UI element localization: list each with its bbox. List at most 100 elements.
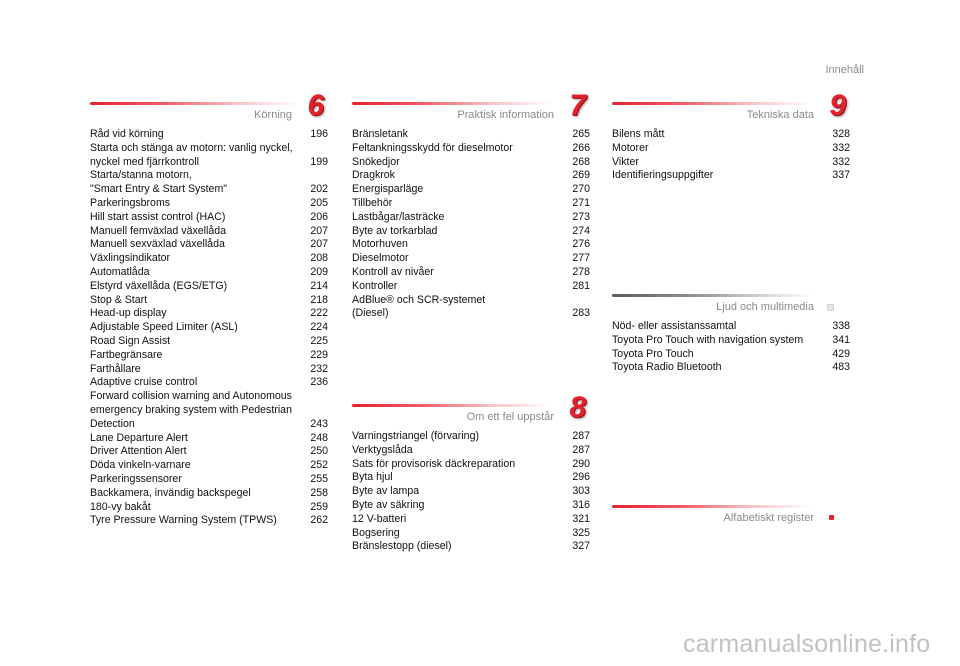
- toc-entry-label: Automatlåda: [90, 265, 150, 278]
- toc-entry-label: Vikter: [612, 155, 639, 168]
- toc-entry[interactable]: Byte av torkarblad 274: [352, 225, 590, 239]
- toc-entry[interactable]: Feltankningsskydd för dieselmotor 266: [352, 142, 590, 156]
- toc-entry-label: Starta och stänga av motorn: vanlig nyck…: [90, 141, 293, 168]
- toc-entry-label: 180-vy bakåt: [90, 500, 151, 513]
- toc-entry-page-number: 243: [310, 417, 328, 430]
- toc-entry[interactable]: Parkeringsbroms 205: [90, 197, 328, 211]
- toc-entry-label: Bränslestopp (diesel): [352, 540, 452, 553]
- toc-entry[interactable]: Energisparläge 270: [352, 183, 590, 197]
- toc-entry[interactable]: Stop & Start 218: [90, 294, 328, 308]
- section-fel: Om ett fel uppstår 8 Varningstriangel (f…: [352, 391, 590, 554]
- section-divider: [612, 505, 812, 508]
- toc-entry[interactable]: Dragkrok 269: [352, 169, 590, 183]
- toc-entry[interactable]: Växlingsindikator 208: [90, 252, 328, 266]
- section-title[interactable]: Tekniska data: [746, 109, 814, 121]
- toc-entry[interactable]: Byte av lampa 303: [352, 485, 590, 499]
- toc-entry[interactable]: Sats för provisorisk däckreparation 290: [352, 458, 590, 472]
- section-title[interactable]: Ljud och multimedia: [716, 301, 814, 313]
- toc-entry[interactable]: Parkeringssensorer 255: [90, 473, 328, 487]
- toc-entry-label: Feltankningsskydd för dieselmotor: [352, 141, 513, 154]
- toc-entry-label: AdBlue® och SCR-systemet (Diesel): [352, 293, 486, 320]
- toc-entry-label: Elstyrd växellåda (EGS/ETG): [90, 279, 228, 292]
- section-divider: [352, 404, 552, 407]
- toc-entry-page-number: 224: [310, 321, 328, 334]
- section-title[interactable]: Körning: [254, 109, 292, 121]
- toc-entry[interactable]: Hill start assist control (HAC) 206: [90, 211, 328, 225]
- toc-entry[interactable]: Vikter 332: [612, 156, 850, 170]
- section-header: Tekniska data 9: [612, 89, 850, 128]
- toc-entry-label: Dieselmotor: [352, 252, 409, 265]
- toc-entry-page-number: 229: [310, 348, 328, 361]
- toc-entry[interactable]: Kontroll av nivåer 278: [352, 266, 590, 280]
- toc-entry[interactable]: Toyota Radio Bluetooth 483: [612, 361, 850, 375]
- toc-entry-page-number: 316: [572, 498, 590, 511]
- toc-entry-label: Byte av torkarblad: [352, 224, 438, 237]
- toc-entry[interactable]: Driver Attention Alert 250: [90, 445, 328, 459]
- toc-entry[interactable]: Automatlåda 209: [90, 266, 328, 280]
- section-number-badge[interactable]: 6: [307, 89, 324, 122]
- toc-entry-page-number: 266: [572, 141, 590, 154]
- toc-entry-page-number: 199: [310, 155, 328, 168]
- toc-list: Varningstriangel (förvaring) 287 Verktygsl…: [352, 430, 590, 554]
- toc-entry[interactable]: Döda vinkeln-varnare 252: [90, 459, 328, 473]
- toc-entry[interactable]: Farthållare 232: [90, 363, 328, 377]
- toc-entry[interactable]: Kontroller 281: [352, 280, 590, 294]
- toc-entry[interactable]: Lastbågar/lasträcke 273: [352, 211, 590, 225]
- toc-entry-page-number: 232: [310, 362, 328, 375]
- toc-entry-page-number: 252: [310, 459, 328, 472]
- toc-entry-page-number: 483: [832, 361, 850, 374]
- toc-entry[interactable]: Forward collision warning and Autonomous…: [90, 390, 328, 431]
- toc-entry[interactable]: Manuell femväxlad växellåda 207: [90, 225, 328, 239]
- toc-entry[interactable]: Bränsletank 265: [352, 128, 590, 142]
- toc-entry[interactable]: Dieselmotor 277: [352, 252, 590, 266]
- toc-entry[interactable]: Elstyrd växellåda (EGS/ETG) 214: [90, 280, 328, 294]
- toc-entry[interactable]: 12 V-batteri 321: [352, 513, 590, 527]
- toc-entry[interactable]: Road Sign Assist 225: [90, 335, 328, 349]
- toc-entry[interactable]: Varningstriangel (förvaring) 287: [352, 430, 590, 444]
- toc-entry[interactable]: Toyota Pro Touch with navigation system 3…: [612, 334, 850, 348]
- toc-entry[interactable]: Toyota Pro Touch 429: [612, 348, 850, 362]
- section-number-badge[interactable]: 9: [829, 89, 846, 122]
- toc-entry[interactable]: Fartbegränsare 229: [90, 349, 328, 363]
- toc-entry[interactable]: Verktygslåda 287: [352, 444, 590, 458]
- toc-entry[interactable]: Identifieringsuppgifter 337: [612, 169, 850, 183]
- toc-entry[interactable]: Motorer 332: [612, 142, 850, 156]
- toc-list: Bränsletank 265 Feltankningsskydd för dies…: [352, 128, 590, 321]
- toc-entry[interactable]: Bogsering 325: [352, 527, 590, 541]
- toc-entry[interactable]: Tyre Pressure Warning System (TPWS) 262: [90, 514, 328, 528]
- toc-entry-label: Kontroller: [352, 279, 398, 292]
- toc-entry[interactable]: Råd vid körning 196: [90, 128, 328, 142]
- toc-entry[interactable]: Head-up display 222: [90, 307, 328, 321]
- toc-entry[interactable]: Adjustable Speed Limiter (ASL) 224: [90, 321, 328, 335]
- toc-entry-page-number: 205: [310, 196, 328, 209]
- toc-entry[interactable]: Bränslestopp (diesel) 327: [352, 540, 590, 554]
- section-title[interactable]: Alfabetiskt register: [723, 512, 814, 524]
- toc-entry-page-number: 248: [310, 431, 328, 444]
- toc-entry[interactable]: Manuell sexväxlad växellåda 207: [90, 238, 328, 252]
- toc-entry[interactable]: Byte av säkring 316: [352, 499, 590, 513]
- toc-entry[interactable]: Starta och stänga av motorn: vanlig nyck…: [90, 142, 328, 170]
- toc-entry-label: Parkeringssensorer: [90, 472, 182, 485]
- toc-entry-label: Tillbehör: [352, 196, 393, 209]
- toc-entry[interactable]: Snökedjor 268: [352, 156, 590, 170]
- toc-entry[interactable]: Motorhuven 276: [352, 238, 590, 252]
- toc-entry[interactable]: AdBlue® och SCR-systemet (Diesel) 283: [352, 294, 590, 322]
- toc-entry-page-number: 259: [310, 500, 328, 513]
- toc-entry-label: Fartbegränsare: [90, 348, 163, 361]
- section-title[interactable]: Om ett fel uppstår: [466, 411, 554, 423]
- toc-entry[interactable]: Bilens mått 328: [612, 128, 850, 142]
- section-number-badge[interactable]: 8: [569, 391, 586, 424]
- toc-entry[interactable]: Lane Departure Alert 248: [90, 432, 328, 446]
- toc-entry[interactable]: Backkamera, invändig backspegel 258: [90, 487, 328, 501]
- toc-entry[interactable]: Byta hjul 296: [352, 471, 590, 485]
- toc-entry[interactable]: Tillbehör 271: [352, 197, 590, 211]
- section-number-badge[interactable]: 7: [569, 89, 586, 122]
- toc-entry[interactable]: Starta/stanna motorn, "Smart Entry & Sta…: [90, 169, 328, 197]
- toc-entry[interactable]: Nöd- eller assistanssamtal 338: [612, 320, 850, 334]
- toc-entry[interactable]: Adaptive cruise control 236: [90, 376, 328, 390]
- toc-entry-page-number: 332: [832, 141, 850, 154]
- toc-entry[interactable]: 180-vy bakåt 259: [90, 501, 328, 515]
- toc-entry-page-number: 222: [310, 307, 328, 320]
- toc-entry-page-number: 209: [310, 265, 328, 278]
- section-title[interactable]: Praktisk information: [457, 109, 554, 121]
